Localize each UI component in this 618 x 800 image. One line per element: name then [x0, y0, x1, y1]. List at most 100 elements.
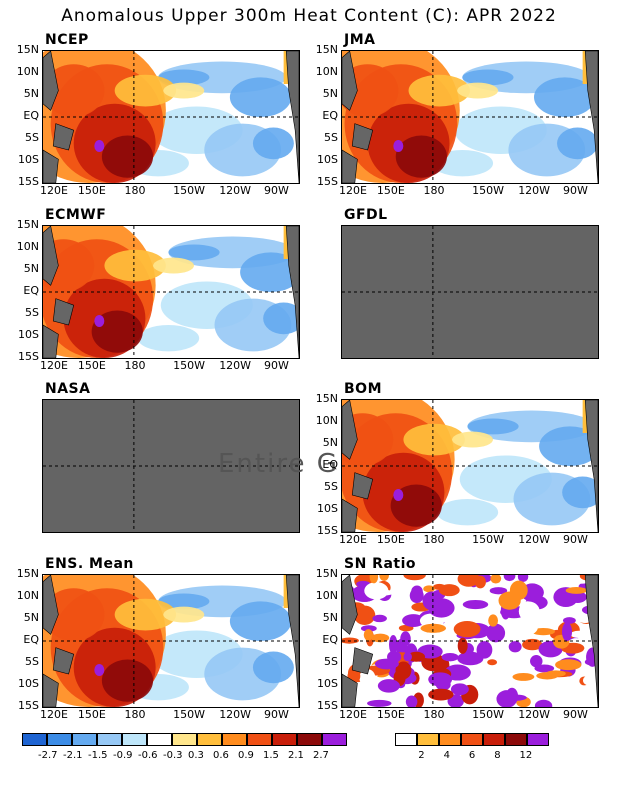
colorbar-swatch	[322, 733, 347, 746]
sn-ratio-patch	[403, 575, 426, 581]
colorbar-tick-label: -2.1	[63, 750, 83, 761]
sn-ratio-patch	[478, 672, 505, 682]
longitude-label: 120E	[40, 708, 68, 721]
sn-ratio-patch	[457, 575, 480, 587]
sn-ratio-patch	[369, 575, 379, 584]
land-mask	[342, 498, 358, 532]
land-mask	[43, 324, 59, 358]
colorbar-swatch	[172, 733, 197, 746]
land-mask	[52, 647, 75, 675]
sn-ratio-patch	[405, 695, 418, 707]
cool-anomaly-region	[252, 651, 294, 684]
latitude-label: 10S	[317, 153, 338, 166]
latitude-label: 15S	[317, 175, 338, 188]
sn-ratio-patch	[531, 628, 555, 636]
colorbar-tick-label: 0.6	[213, 750, 229, 761]
warm-anomaly-region	[163, 82, 205, 99]
longitude-label: 150E	[376, 184, 405, 197]
latitude-label: 15N	[315, 392, 338, 405]
land-mask	[285, 226, 299, 358]
warm-anomaly-region	[114, 598, 177, 631]
warm-anomaly-region	[395, 135, 447, 178]
latitude-label: EQ	[322, 633, 338, 646]
sn-ratio-patch	[457, 651, 484, 666]
colorbar-tick-label: -2.7	[38, 750, 58, 761]
land-mask	[52, 298, 75, 326]
sn-ratio-patch	[490, 575, 502, 584]
sn-ratio-patch	[583, 675, 596, 686]
sn-ratio-patch	[457, 637, 468, 654]
land-mask	[43, 149, 59, 183]
colorbar-swatch	[247, 733, 272, 746]
longitude-label: 120E	[40, 184, 68, 197]
latitude-label: 10S	[317, 502, 338, 515]
map-panel	[42, 50, 300, 184]
sn-ratio-patch	[441, 652, 459, 662]
sn-ratio-patch	[509, 580, 528, 601]
longitude-label: 150W	[472, 708, 504, 721]
latitude-label: 5S	[25, 655, 39, 668]
warm-anomaly-region	[408, 74, 470, 107]
sn-colorbar-swatch	[505, 733, 527, 746]
colorbar-tick-label: -0.9	[113, 750, 133, 761]
longitude-label: 150W	[472, 184, 504, 197]
sn-ratio-patch	[496, 690, 518, 707]
land-mask	[342, 575, 358, 635]
latitude-label: EQ	[322, 109, 338, 122]
warm-anomaly-region	[104, 249, 166, 282]
sn-ratio-patch	[518, 601, 537, 621]
land-mask	[342, 149, 358, 183]
longitude-label: 90W	[264, 359, 289, 372]
panel-title: ENS. Mean	[45, 556, 134, 572]
sn-ratio-patch	[488, 614, 499, 627]
colorbar-swatch	[22, 733, 47, 746]
latitude-label: 15N	[315, 43, 338, 56]
cool-anomaly-region	[229, 77, 292, 117]
sn-ratio-patch	[395, 661, 412, 680]
sn-ratio-patch	[372, 589, 394, 596]
latitude-label: 5N	[322, 611, 338, 624]
latitude-label: 10N	[16, 589, 39, 602]
colorbar-tick-label: 2.1	[288, 750, 304, 761]
sn-ratio-patch	[389, 634, 398, 655]
warm-anomaly-region	[114, 74, 177, 107]
longitude-label: 120W	[219, 708, 252, 721]
sn-ratio-patch	[422, 591, 441, 611]
latitude-label: 5N	[322, 436, 338, 449]
warm-anomaly-region	[457, 82, 499, 99]
sn-colorbar-swatch	[483, 733, 505, 746]
land-mask	[584, 575, 598, 707]
longitude-label: 120E	[339, 708, 367, 721]
latitude-label: 5N	[23, 262, 39, 275]
sn-ratio-patch	[367, 699, 392, 707]
sn-ratio-patch	[512, 672, 535, 681]
sn-colorbar-swatch	[527, 733, 549, 746]
land-mask	[43, 51, 59, 111]
sn-ratio-patch	[565, 587, 588, 594]
extreme-anomaly-spot	[94, 140, 105, 153]
sn-colorbar-tick-label: 8	[494, 750, 501, 761]
sn-ratio-patch	[453, 620, 481, 638]
sn-ratio-patch	[363, 629, 374, 641]
longitude-label: 90W	[563, 708, 588, 721]
sn-ratio-patch	[534, 699, 553, 707]
sn-ratio-patch	[578, 689, 598, 705]
colorbar-swatch	[272, 733, 297, 746]
panel-title: ECMWF	[45, 207, 107, 223]
warm-anomaly-region	[153, 257, 195, 274]
sn-ratio-patch	[359, 669, 376, 687]
warm-anomaly-region	[342, 64, 399, 117]
cool-anomaly-region	[158, 69, 210, 86]
warm-anomaly-region	[101, 659, 154, 702]
longitude-label: 120E	[40, 359, 68, 372]
latitude-label: 5S	[324, 131, 338, 144]
latitude-label: 10N	[315, 65, 338, 78]
sn-ratio-patch	[370, 633, 390, 643]
sn-ratio-patch	[379, 575, 389, 581]
cool-anomaly-region	[252, 127, 294, 160]
latitude-label: 5S	[324, 655, 338, 668]
latitude-label: 15N	[16, 218, 39, 231]
land-mask	[43, 226, 59, 286]
latitude-label: EQ	[23, 633, 39, 646]
land-mask	[43, 673, 59, 707]
